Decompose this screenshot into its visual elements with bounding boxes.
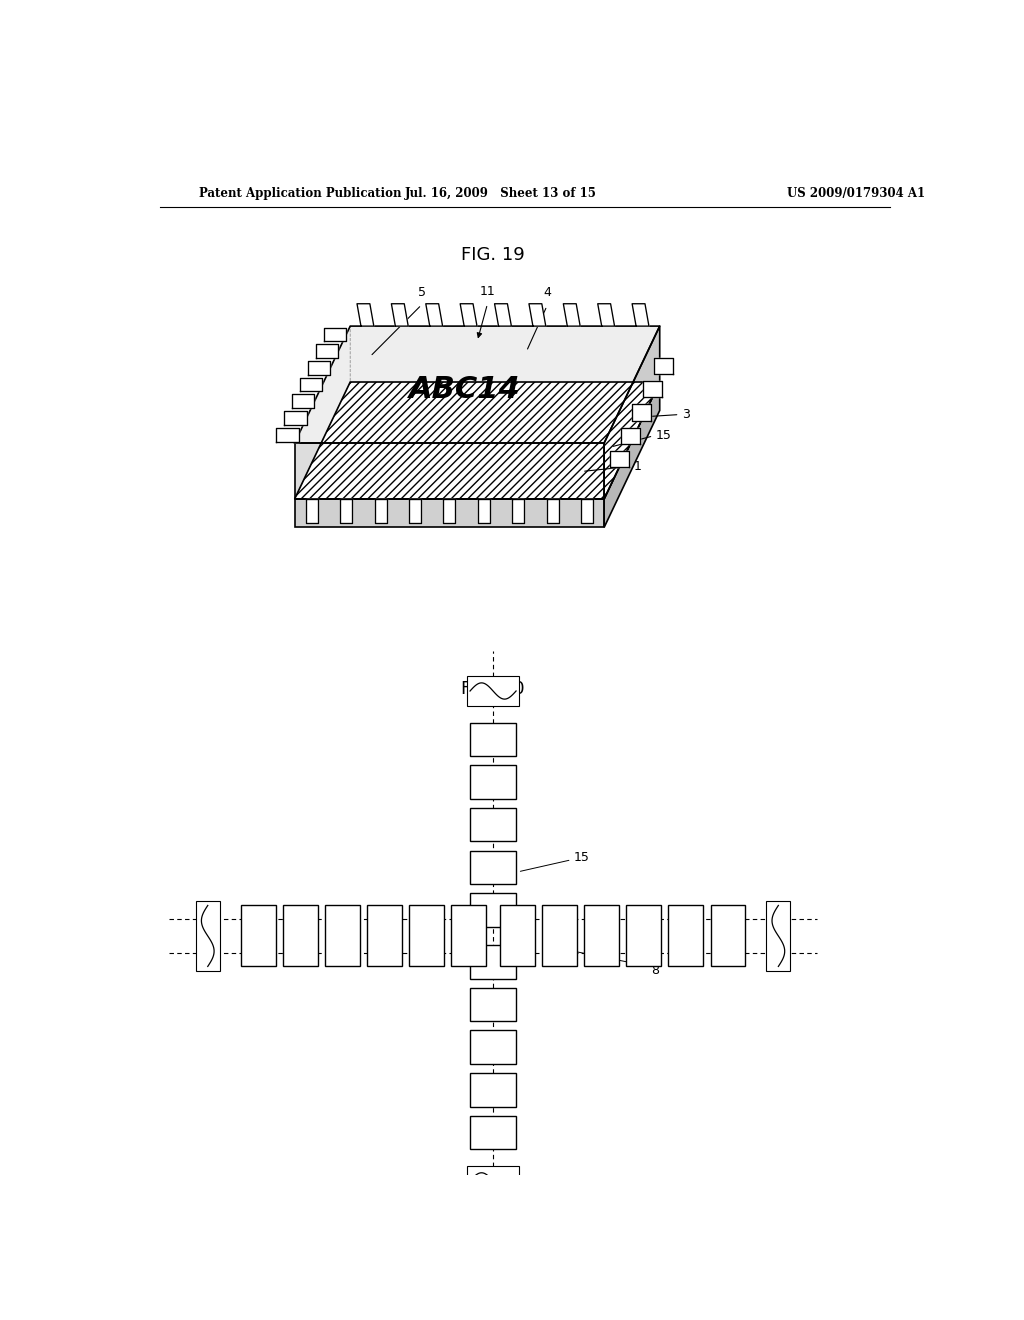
Text: US 2009/0179304 A1: US 2009/0179304 A1 (786, 187, 925, 201)
Text: Jul. 16, 2009   Sheet 13 of 15: Jul. 16, 2009 Sheet 13 of 15 (406, 187, 597, 201)
Bar (470, 766, 516, 799)
Polygon shape (300, 378, 323, 392)
Text: 4: 4 (543, 285, 551, 298)
Polygon shape (295, 499, 604, 528)
Polygon shape (460, 304, 477, 326)
Text: FIG. 20: FIG. 20 (461, 680, 525, 698)
Polygon shape (598, 304, 614, 326)
Bar (470, 850, 516, 884)
Bar (470, 1073, 516, 1106)
Polygon shape (308, 360, 331, 375)
Polygon shape (295, 444, 604, 499)
Polygon shape (547, 499, 559, 523)
Polygon shape (324, 327, 346, 342)
Polygon shape (276, 428, 299, 441)
Bar (766, 902, 791, 970)
Bar (500, 906, 536, 966)
Bar (543, 906, 578, 966)
Polygon shape (340, 499, 352, 523)
Bar (585, 906, 620, 966)
Polygon shape (643, 381, 663, 397)
Bar (669, 906, 703, 966)
Polygon shape (512, 499, 524, 523)
Text: 8: 8 (651, 964, 659, 977)
Polygon shape (632, 304, 649, 326)
Polygon shape (285, 411, 306, 425)
Bar (325, 906, 359, 966)
Polygon shape (581, 499, 593, 523)
Bar (470, 722, 516, 756)
Bar (627, 906, 662, 966)
Text: Patent Application Publication: Patent Application Publication (200, 187, 402, 201)
Polygon shape (632, 404, 651, 421)
Text: 15: 15 (655, 429, 672, 442)
Polygon shape (391, 304, 409, 326)
Polygon shape (495, 304, 511, 326)
Bar (470, 808, 516, 841)
Text: 1: 1 (634, 459, 641, 473)
Polygon shape (529, 304, 546, 326)
Bar (467, 1166, 519, 1196)
Bar (470, 894, 516, 927)
Bar (367, 906, 401, 966)
Bar (470, 1115, 516, 1150)
Bar (711, 906, 745, 966)
Text: FIG. 19: FIG. 19 (461, 246, 525, 264)
Polygon shape (609, 451, 629, 467)
Bar (467, 676, 519, 706)
Polygon shape (621, 428, 640, 444)
Polygon shape (409, 499, 421, 523)
Polygon shape (604, 381, 659, 528)
Text: 15: 15 (573, 851, 589, 865)
Polygon shape (478, 499, 489, 523)
Bar (241, 906, 275, 966)
Polygon shape (292, 395, 314, 408)
Bar (283, 906, 317, 966)
Polygon shape (426, 304, 442, 326)
Text: ABC14: ABC14 (410, 375, 521, 404)
Bar (451, 906, 486, 966)
Text: 3: 3 (682, 408, 690, 421)
Polygon shape (316, 345, 338, 358)
Bar (196, 902, 220, 970)
Bar (409, 906, 443, 966)
Polygon shape (375, 499, 387, 523)
Bar (470, 1031, 516, 1064)
Polygon shape (306, 499, 317, 523)
Text: 5: 5 (418, 285, 426, 298)
Polygon shape (357, 304, 374, 326)
Polygon shape (443, 499, 456, 523)
Polygon shape (654, 358, 673, 374)
Polygon shape (604, 326, 659, 499)
Polygon shape (295, 381, 659, 499)
Text: 11: 11 (479, 285, 496, 297)
Bar (470, 987, 516, 1022)
Polygon shape (563, 304, 581, 326)
Bar (470, 945, 516, 978)
Polygon shape (295, 326, 659, 444)
